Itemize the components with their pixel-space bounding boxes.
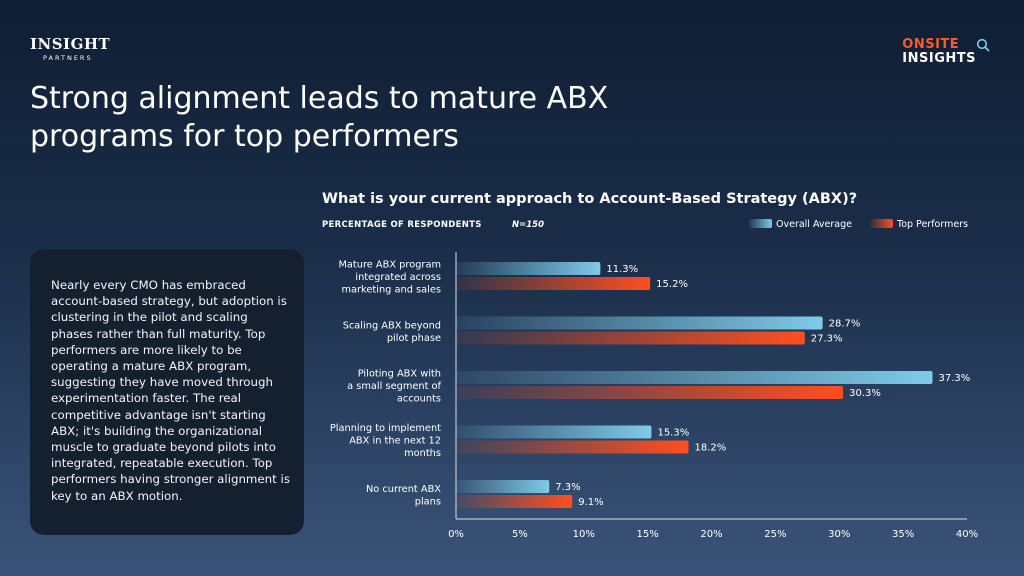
category-label-0: Mature ABX program integrated across marke… <box>338 260 441 296</box>
x-tick-label-1: 5% <box>512 529 528 540</box>
data-label-overall-4: 7.3% <box>555 482 580 493</box>
category-label-line: Planning to implement <box>330 423 441 434</box>
chart-title: What is your current approach to Account… <box>322 191 858 207</box>
data-label-top-2: 30.3% <box>849 388 881 399</box>
data-label-top-1: 27.3% <box>811 334 843 345</box>
insights-logo-text: INSIGHTS <box>902 51 976 66</box>
insight-partners-logo: INSIGHT PARTNERS <box>30 36 110 62</box>
category-label-line: Piloting ABX with <box>358 369 441 380</box>
chart-subtitle: PERCENTAGE OF RESPONDENTS <box>322 220 482 230</box>
bar-top-2 <box>456 386 844 399</box>
category-label-1: Scaling ABX beyond pilot phase <box>343 320 441 344</box>
x-tick-label-3: 15% <box>637 529 659 540</box>
bar-top-0 <box>456 277 651 290</box>
x-tick-label-2: 10% <box>573 529 595 540</box>
legend-label-top: Top Performers <box>896 219 968 230</box>
sample-size-label: N=150 <box>512 220 544 230</box>
category-label-line: accounts <box>397 394 441 405</box>
category-label-line: integrated across <box>355 272 441 283</box>
category-label-4: No current ABX plans <box>366 484 441 508</box>
data-label-top-4: 9.1% <box>578 497 603 508</box>
category-label-line: months <box>404 448 441 459</box>
bar-overall-3 <box>456 425 652 439</box>
x-tick-label-8: 40% <box>956 529 978 540</box>
legend-label-overall: Overall Average <box>776 219 852 230</box>
x-tick-label-4: 20% <box>700 529 722 540</box>
bar-overall-4 <box>456 480 550 493</box>
bar-top-3 <box>456 440 689 454</box>
magnifier-icon <box>976 38 990 52</box>
x-tick-label-0: 0% <box>448 529 464 540</box>
bar-overall-1 <box>456 316 823 330</box>
x-tick-label-6: 30% <box>828 529 850 540</box>
category-label-line: a small segment of <box>347 381 441 392</box>
category-label-2: Piloting ABX with a small segment of accou… <box>347 369 441 405</box>
insight-logo-text: INSIGHT <box>30 35 111 53</box>
onsite-logo-text: ONSITE <box>902 37 960 52</box>
category-label-3: Planning to implement ABX in the next 12 m… <box>330 423 441 459</box>
summary-text: Nearly every CMO has embraced account-ba… <box>51 278 290 503</box>
bar-overall-2 <box>456 371 933 384</box>
bar-top-1 <box>456 331 805 345</box>
onsite-insights-logo: ONSITE INSIGHTS <box>902 37 990 66</box>
x-tick-label-5: 25% <box>764 529 786 540</box>
legend-swatch-overall <box>749 219 772 228</box>
category-label-line: pilot phase <box>387 333 441 344</box>
partners-logo-text: PARTNERS <box>43 54 93 62</box>
legend-swatch-top <box>870 219 893 228</box>
category-label-line: Scaling ABX beyond <box>343 320 441 331</box>
category-label-line: marketing and sales <box>341 285 441 296</box>
bar-top-4 <box>456 495 573 508</box>
data-label-top-0: 15.2% <box>656 279 688 290</box>
x-tick-label-7: 35% <box>892 529 914 540</box>
data-label-top-3: 18.2% <box>695 443 727 454</box>
data-label-overall-3: 15.3% <box>657 428 689 439</box>
category-label-line: ABX in the next 12 <box>349 436 441 447</box>
bar-overall-0 <box>456 262 601 275</box>
data-label-overall-0: 11.3% <box>606 264 638 275</box>
summary-box: Nearly every CMO has embraced account-ba… <box>30 249 304 535</box>
data-label-overall-2: 37.3% <box>939 373 971 384</box>
category-label-line: No current ABX <box>366 484 441 495</box>
data-label-overall-1: 28.7% <box>829 319 861 330</box>
category-label-line: Mature ABX program <box>338 260 441 271</box>
category-label-line: plans <box>415 496 441 507</box>
page-title: Strong alignment leads to mature ABX pro… <box>30 81 609 154</box>
